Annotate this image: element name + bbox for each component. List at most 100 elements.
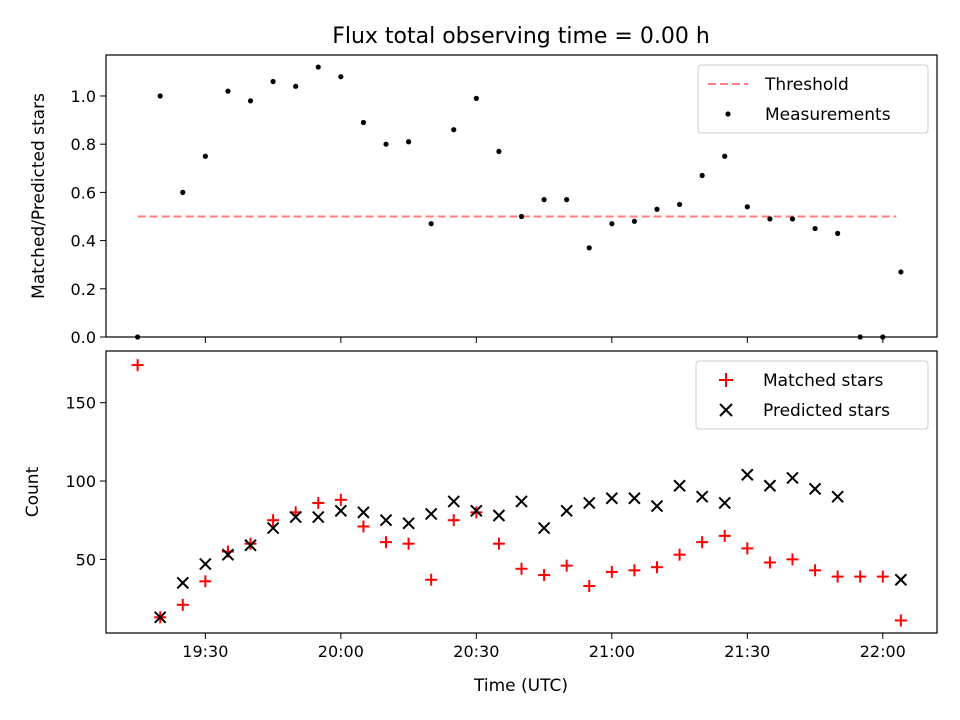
predicted-stars-point	[244, 539, 257, 552]
predicted-stars-point	[763, 479, 777, 492]
y-tick-label: 0.8	[71, 135, 96, 154]
predicted-stars-point	[628, 492, 641, 505]
predicted-stars-point	[357, 506, 370, 519]
bottom-plot-frame	[105, 350, 938, 634]
predicted-stars-point	[808, 482, 822, 496]
matched-stars-point	[199, 575, 212, 588]
predicted-stars-point	[605, 492, 619, 505]
predicted-stars-point	[894, 573, 908, 586]
measurement-point	[722, 153, 728, 159]
measurement-point	[496, 148, 502, 155]
matched-stars-point	[312, 496, 325, 509]
measurement-point	[405, 139, 412, 145]
matched-stars-point	[809, 564, 822, 577]
matched-stars-point	[854, 570, 867, 583]
x-tick-label: 20:30	[453, 642, 499, 661]
y-tick-label: 0.0	[71, 328, 96, 347]
matched-stars-point	[763, 556, 776, 569]
y-tick-label: 100	[65, 472, 96, 491]
measurement-point	[767, 216, 773, 222]
matched-stars-point	[380, 536, 393, 549]
predicted-stars-point	[447, 495, 460, 508]
matched-stars-point	[267, 514, 280, 527]
measurement-point	[518, 213, 525, 220]
measurement-point	[541, 197, 547, 203]
figure-title: Flux total observing time = 0.00 h	[332, 24, 710, 49]
measurement-point	[898, 269, 904, 275]
matched-stars-point	[560, 559, 573, 572]
bottom-legend: Matched stars Predicted stars	[695, 360, 929, 430]
predicted-stars-point	[650, 499, 664, 513]
predicted-stars-point	[515, 495, 528, 508]
predicted-stars-point	[199, 557, 212, 571]
measurement-point	[812, 225, 818, 232]
measurement-point	[473, 95, 479, 101]
legend-measurements-label: Measurements	[765, 105, 891, 125]
measurement-point	[676, 201, 683, 208]
matched-stars-point	[628, 564, 641, 577]
measurement-point	[225, 88, 231, 94]
predicted-stars-point	[718, 496, 731, 510]
measurement-point	[835, 230, 841, 236]
predicted-stars-point	[334, 504, 348, 518]
predicted-stars-point	[379, 513, 393, 527]
matched-stars-point	[718, 529, 731, 542]
matched-stars-point	[244, 537, 257, 550]
predicted-stars-point	[583, 496, 596, 510]
predicted-stars-point	[492, 509, 506, 522]
matched-stars-point	[673, 548, 686, 561]
measurement-point	[315, 64, 321, 70]
y-tick-label: 50	[76, 550, 96, 569]
measurement-point	[338, 74, 344, 80]
bottom-plot-panel: 50 100 150 19:30 20:00 20:30 21:00 21:30 22:00 C…	[23, 350, 938, 661]
matched-stars-point	[492, 537, 505, 550]
y-tick-label: 0.6	[71, 183, 96, 202]
x-axis-label: Time (UTC)	[473, 676, 568, 696]
measurement-point	[744, 204, 750, 210]
measurement-point	[360, 119, 367, 126]
legend-predicted-label: Predicted stars	[763, 401, 890, 421]
matched-stars-point	[357, 520, 370, 533]
matched-stars-point	[515, 562, 528, 575]
measurement-point	[270, 78, 276, 85]
y-tick-label: 150	[65, 394, 96, 413]
x-tick-label: 20:00	[318, 642, 364, 661]
bottom-y-axis-label: Count	[23, 466, 43, 517]
predicted-stars-point	[695, 490, 709, 503]
matched-stars-point	[831, 570, 844, 583]
matched-stars-point	[402, 537, 415, 550]
matched-stars-point	[538, 569, 551, 582]
matched-stars-point	[786, 553, 799, 566]
matched-stars-point	[894, 614, 907, 627]
predicted-stars-point	[312, 510, 325, 524]
measurement-point	[202, 153, 208, 159]
measurement-point	[609, 221, 615, 227]
matched-stars-point	[583, 580, 596, 592]
top-y-axis-label: Matched/Predicted stars	[29, 93, 49, 299]
matched-stars-point	[876, 570, 889, 583]
measurement-point	[383, 141, 389, 147]
measurement-point	[631, 218, 638, 224]
top-plot-panel: 0.0 0.2 0.4 0.6 0.8 1.0 Matched/Predicted sta…	[29, 54, 938, 347]
y-tick-label: 0.2	[71, 280, 96, 299]
predicted-stars-point	[153, 611, 167, 624]
legend-matched-label: Matched stars	[763, 371, 883, 391]
measurement-point	[157, 93, 163, 99]
predicted-stars-point	[289, 510, 302, 524]
legend-threshold-label: Threshold	[764, 75, 849, 95]
matched-stars-point	[425, 573, 438, 586]
measurement-point	[247, 98, 254, 104]
predicted-stars-point	[266, 521, 280, 535]
matched-stars-point	[131, 359, 144, 372]
predicted-stars-point	[786, 471, 799, 485]
matched-stars-point	[470, 506, 483, 519]
predicted-stars-point	[402, 517, 415, 530]
y-tick-label: 1.0	[71, 87, 96, 106]
top-legend: Threshold Measurements	[697, 64, 929, 134]
predicted-stars-point	[470, 504, 483, 518]
x-tick-label: 19:30	[182, 642, 228, 661]
predicted-stars-point	[176, 576, 189, 590]
matched-stars-point	[696, 536, 709, 549]
y-tick-label: 0.4	[71, 232, 96, 251]
legend-measurements-swatch	[725, 111, 731, 117]
